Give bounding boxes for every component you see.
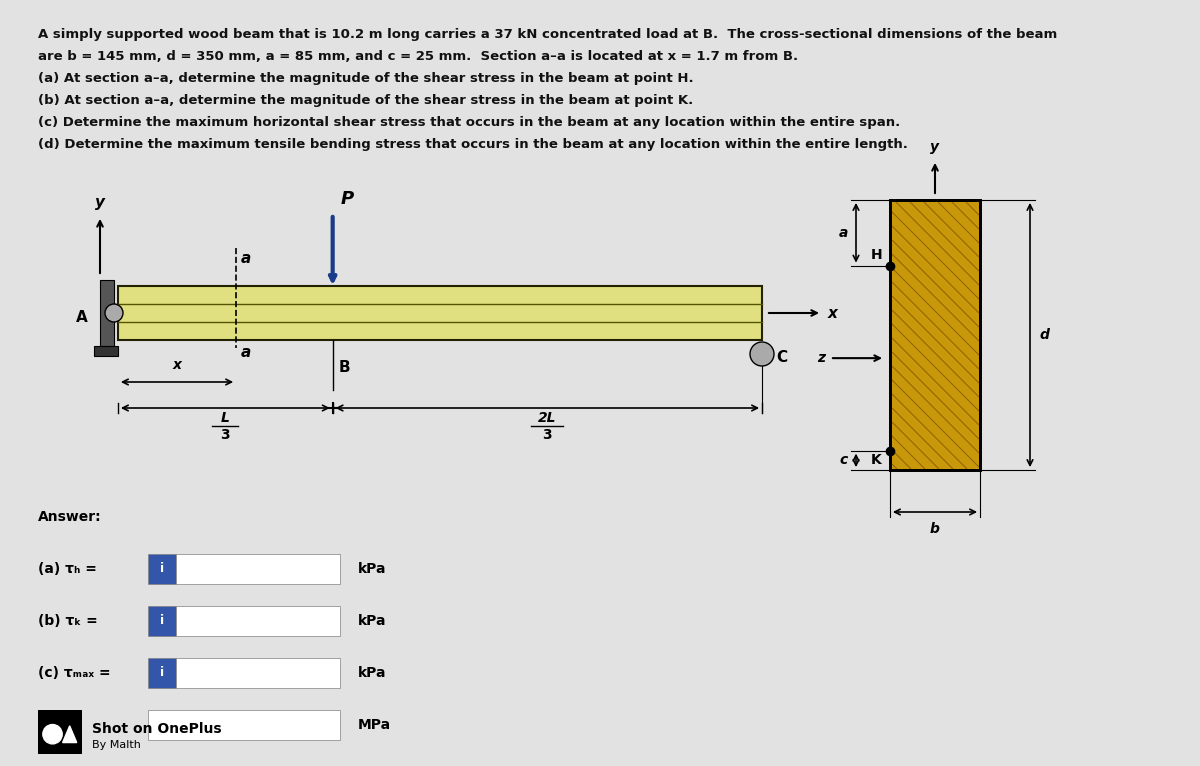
Bar xyxy=(94,346,118,356)
Text: Shot on OnePlus: Shot on OnePlus xyxy=(92,722,222,736)
Bar xyxy=(176,554,340,584)
Bar xyxy=(176,606,340,636)
Polygon shape xyxy=(62,726,77,742)
Bar xyxy=(118,286,762,340)
Text: c: c xyxy=(840,453,848,467)
Bar xyxy=(148,554,176,584)
Text: P: P xyxy=(341,190,354,208)
Text: (a) At section a–a, determine the magnitude of the shear stress in the beam at p: (a) At section a–a, determine the magnit… xyxy=(38,72,694,85)
Text: A simply supported wood beam that is 10.2 m long carries a 37 kN concentrated lo: A simply supported wood beam that is 10.… xyxy=(38,28,1057,41)
Text: K: K xyxy=(871,453,882,466)
Text: By Malth: By Malth xyxy=(92,740,140,750)
Text: L: L xyxy=(221,411,229,425)
Bar xyxy=(148,658,176,688)
Text: (c) τₘₐₓ =: (c) τₘₐₓ = xyxy=(38,666,110,680)
Text: 2L: 2L xyxy=(538,411,557,425)
Text: kPa: kPa xyxy=(358,614,386,628)
Text: i: i xyxy=(160,614,164,627)
Text: y: y xyxy=(95,195,106,210)
Circle shape xyxy=(750,342,774,366)
Text: (a) τₕ =: (a) τₕ = xyxy=(38,562,97,576)
Text: Answer:: Answer: xyxy=(38,510,102,524)
Text: a: a xyxy=(241,251,251,266)
Text: i: i xyxy=(160,562,164,575)
Text: (c) Determine the maximum horizontal shear stress that occurs in the beam at any: (c) Determine the maximum horizontal she… xyxy=(38,116,900,129)
Bar xyxy=(890,200,980,470)
Text: (d) Determine the maximum tensile bending stress that occurs in the beam at any : (d) Determine the maximum tensile bendin… xyxy=(38,138,908,151)
Text: 3: 3 xyxy=(221,428,230,442)
Bar xyxy=(890,200,980,470)
Text: y: y xyxy=(930,140,940,154)
Text: z: z xyxy=(817,351,826,365)
Bar xyxy=(100,280,114,346)
Text: C: C xyxy=(776,351,787,365)
Text: kPa: kPa xyxy=(358,562,386,576)
Text: B: B xyxy=(338,361,350,375)
Text: A: A xyxy=(77,309,88,325)
Text: d: d xyxy=(1040,328,1050,342)
Text: b: b xyxy=(930,522,940,536)
Bar xyxy=(148,606,176,636)
Text: H: H xyxy=(870,247,882,261)
Bar xyxy=(148,710,340,740)
Text: i: i xyxy=(160,666,164,679)
Text: (b) τₖ =: (b) τₖ = xyxy=(38,614,97,628)
Bar xyxy=(38,710,82,754)
Bar xyxy=(176,658,340,688)
Text: 3: 3 xyxy=(542,428,552,442)
Text: kPa: kPa xyxy=(358,666,386,680)
Text: x: x xyxy=(828,306,838,320)
Text: MPa: MPa xyxy=(358,718,391,732)
Text: x: x xyxy=(173,358,181,372)
Text: are b = 145 mm, d = 350 mm, a = 85 mm, and c = 25 mm.  Section a–a is located at: are b = 145 mm, d = 350 mm, a = 85 mm, a… xyxy=(38,50,798,63)
Text: a: a xyxy=(241,345,251,360)
Text: (b) At section a–a, determine the magnitude of the shear stress in the beam at p: (b) At section a–a, determine the magnit… xyxy=(38,94,694,107)
Circle shape xyxy=(106,304,124,322)
Circle shape xyxy=(43,725,62,744)
Text: a: a xyxy=(839,226,848,240)
